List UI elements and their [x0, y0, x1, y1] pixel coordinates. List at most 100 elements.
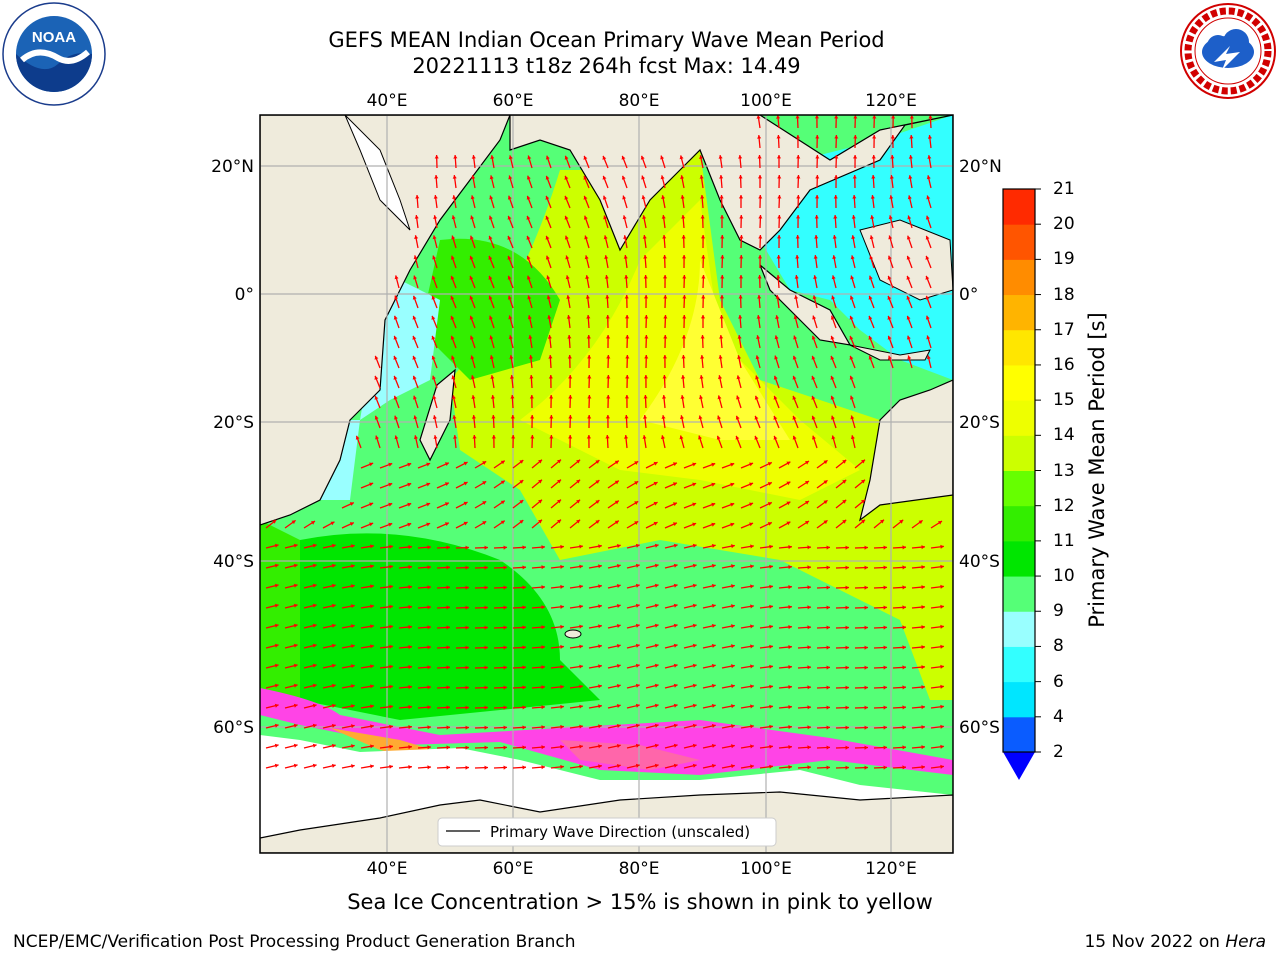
wave-direction-arrowhead	[861, 459, 865, 464]
wave-direction-arrowhead	[584, 235, 589, 240]
wave-direction-arrowhead	[906, 235, 911, 240]
wave-direction-arrowhead	[731, 624, 735, 629]
colorbar-tick-label: 9	[1053, 601, 1064, 622]
wave-direction-arrowhead	[749, 522, 753, 527]
wave-direction-arrowhead	[757, 135, 762, 139]
wave-direction-arrowhead	[598, 544, 602, 549]
wave-direction-arrowhead	[720, 255, 725, 259]
wave-direction-arrowhead	[642, 215, 647, 219]
wave-direction-arrowhead	[757, 175, 763, 179]
wave-direction-arrowhead	[274, 683, 279, 688]
wave-direction-arrowhead	[394, 275, 399, 280]
wave-direction-arrowhead	[431, 315, 436, 320]
wave-direction-arrowhead	[711, 723, 716, 728]
wave-direction-arrowhead	[739, 255, 744, 259]
wave-direction-arrowhead	[642, 235, 647, 239]
wave-direction-arrowhead	[331, 643, 336, 648]
wave-direction-arrowhead	[587, 375, 592, 379]
wave-direction-arrowhead	[815, 155, 820, 159]
wave-direction-arrowhead	[925, 235, 930, 240]
wave-direction-arrowhead	[679, 435, 684, 440]
wave-direction-arrowhead	[826, 645, 830, 650]
wave-direction-arrowhead	[750, 544, 754, 549]
wave-direction-arrowhead	[849, 315, 854, 320]
wave-direction-arrowhead	[711, 522, 716, 527]
wave-direction-arrowhead	[605, 295, 610, 299]
wave-direction-arrowhead	[833, 215, 838, 219]
wave-direction-arrowhead	[393, 335, 398, 340]
wave-direction-arrowhead	[491, 435, 496, 439]
wave-direction-arrowhead	[883, 565, 887, 570]
wave-direction-arrowhead	[484, 725, 488, 730]
wave-direction-arrowhead	[673, 663, 678, 668]
wave-direction-arrowhead	[880, 519, 884, 524]
wave-direction-arrowhead	[681, 355, 686, 359]
lon-tick-bottom: 40°E	[367, 859, 408, 879]
wave-direction-arrowhead	[644, 315, 649, 319]
wave-direction-arrowhead	[662, 235, 667, 239]
wave-direction-arrowhead	[444, 462, 449, 466]
wave-direction-arrowhead	[635, 703, 640, 708]
wave-direction-arrowhead	[408, 745, 412, 750]
wave-direction-arrowhead	[548, 375, 553, 379]
wave-direction-arrowhead	[568, 375, 573, 379]
wave-direction-arrowhead	[274, 663, 279, 668]
wave-direction-arrowhead	[579, 664, 583, 669]
wave-direction-arrowhead	[673, 743, 678, 748]
wave-direction-arrowhead	[926, 335, 931, 340]
wave-direction-arrowhead	[869, 255, 874, 260]
wave-direction-arrowhead	[635, 663, 640, 668]
wave-direction-arrowhead	[907, 215, 912, 220]
wave-direction-arrowhead	[769, 604, 773, 609]
wave-direction-arrowhead	[735, 435, 740, 440]
colorbar-segment	[1003, 646, 1035, 683]
wave-direction-arrowhead	[851, 215, 856, 219]
wave-direction-arrowhead	[774, 355, 779, 360]
wave-direction-arrowhead	[408, 545, 412, 550]
wave-direction-arrowhead	[389, 644, 393, 649]
wave-direction-arrowhead	[807, 605, 811, 610]
wave-direction-arrowhead	[736, 395, 740, 400]
wave-direction-arrowhead	[786, 481, 791, 486]
wave-direction-arrowhead	[526, 255, 531, 260]
wave-direction-arrowhead	[490, 155, 495, 159]
wave-direction-arrowhead	[907, 195, 912, 200]
wave-direction-arrowhead	[719, 315, 724, 319]
wave-direction-arrowhead	[469, 295, 474, 300]
wave-direction-arrowhead	[807, 705, 811, 710]
wave-direction-arrowhead	[602, 155, 607, 160]
wave-direction-arrowhead	[767, 502, 772, 506]
wave-direction-arrowhead	[446, 725, 450, 730]
wave-direction-arrowhead	[312, 723, 317, 728]
wave-direction-arrowhead	[793, 315, 798, 320]
wave-direction-arrowhead	[682, 315, 687, 319]
wave-direction-arrowhead	[718, 375, 723, 380]
wave-direction-arrowhead	[489, 175, 494, 180]
wave-direction-arrowhead	[786, 461, 791, 466]
wave-direction-arrowhead	[887, 335, 892, 340]
wave-direction-arrowhead	[635, 723, 640, 728]
wave-direction-arrowhead	[730, 522, 735, 527]
wave-direction-arrowhead	[576, 479, 581, 484]
wave-direction-arrowhead	[660, 435, 665, 440]
wave-direction-arrowhead	[641, 195, 646, 200]
wave-direction-arrowhead	[545, 235, 550, 240]
wave-direction-arrowhead	[598, 684, 602, 689]
wave-direction-arrowhead	[750, 744, 754, 749]
wave-direction-arrowhead	[788, 765, 792, 770]
wave-direction-arrowhead	[351, 604, 355, 609]
wave-direction-arrowhead	[739, 275, 744, 279]
wave-direction-arrowhead	[891, 115, 896, 119]
wave-direction-arrowhead	[625, 335, 630, 339]
wave-direction-arrowhead	[545, 215, 550, 220]
wave-direction-arrowhead	[700, 335, 705, 339]
wave-direction-arrowhead	[331, 683, 336, 688]
wave-direction-arrowhead	[538, 479, 542, 484]
colorbar-tick-label: 4	[1053, 706, 1064, 727]
wave-direction-arrowhead	[579, 684, 583, 689]
wave-direction-arrowhead	[522, 665, 526, 670]
wave-direction-arrowhead	[673, 643, 678, 648]
wave-direction-arrowhead	[711, 603, 716, 608]
wave-direction-arrowhead	[940, 664, 944, 669]
wave-direction-arrowhead	[926, 175, 931, 180]
